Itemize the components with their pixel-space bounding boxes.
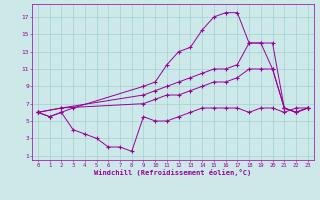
X-axis label: Windchill (Refroidissement éolien,°C): Windchill (Refroidissement éolien,°C) <box>94 169 252 176</box>
